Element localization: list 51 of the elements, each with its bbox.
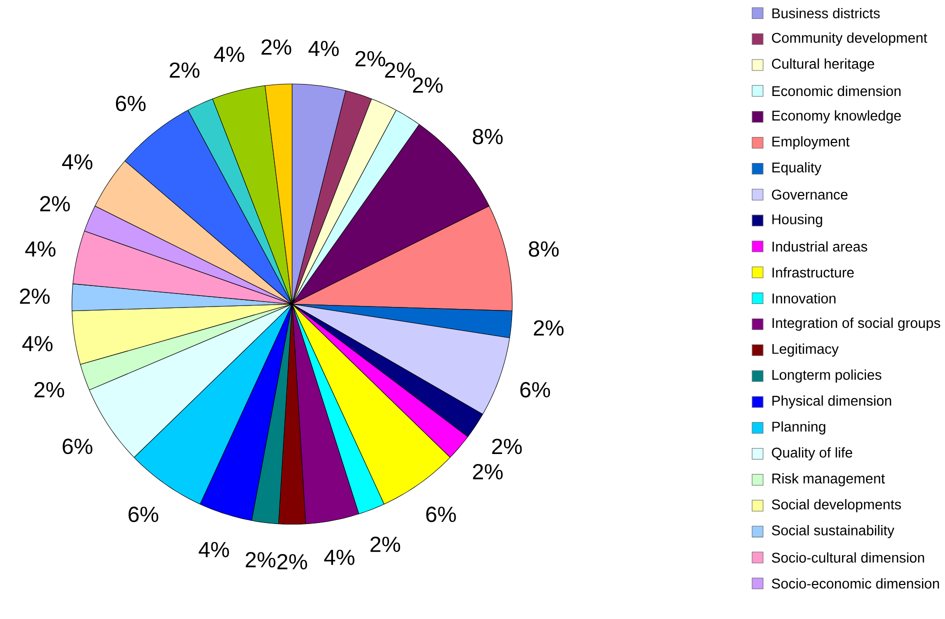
legend-label: Risk management <box>772 473 885 486</box>
data-label: 4% <box>324 550 354 565</box>
legend-label: Infrastructure <box>772 267 854 278</box>
legend-label: Longterm policies <box>772 369 882 383</box>
legend-label: Economy knowledge <box>772 110 901 124</box>
legend-label: Planning <box>772 421 826 434</box>
legend-label: Community development <box>772 32 928 46</box>
legend-label: Housing <box>772 214 822 227</box>
legend-label: Integration of social groups <box>772 318 940 331</box>
data-label: 4% <box>62 154 92 170</box>
data-label: 6% <box>116 96 146 112</box>
data-label: 8% <box>528 241 559 257</box>
data-label: 6% <box>426 506 456 522</box>
legend-label: Equality <box>772 162 822 176</box>
legend-label: Social sustainability <box>772 524 894 538</box>
data-label: 6% <box>62 438 92 454</box>
data-label: 2% <box>20 288 50 304</box>
data-label: 4% <box>22 336 53 352</box>
data-label: 2% <box>413 77 443 93</box>
legend-label: Innovation <box>772 293 836 304</box>
legend-label: Legitimacy <box>772 343 839 357</box>
data-label: 2% <box>370 536 400 552</box>
data-label: 6% <box>128 506 158 522</box>
data-label: 2% <box>34 382 64 398</box>
data-label: 2% <box>356 50 386 66</box>
data-label: 8% <box>472 128 503 144</box>
legend-label: Physical dimension <box>772 395 892 408</box>
legend-label: Socio-economic dimension <box>772 578 939 589</box>
legend-label: Cultural heritage <box>772 58 874 72</box>
data-label: 2% <box>262 39 292 55</box>
legend-label: Employment <box>772 136 850 150</box>
data-label: 2% <box>473 464 503 480</box>
legend-label: Economic dimension <box>772 86 901 96</box>
data-label: 2% <box>170 62 200 78</box>
data-label: 2% <box>277 554 308 570</box>
data-label: 6% <box>520 382 550 398</box>
legend-label: Quality of life <box>772 447 852 460</box>
legend-label: Business districts <box>772 8 880 18</box>
legend-label: Industrial areas <box>772 241 868 252</box>
legend-label: Socio-cultural dimension <box>772 552 924 563</box>
legend-label: Governance <box>772 190 848 200</box>
data-label: 2% <box>246 552 276 568</box>
data-label: 2% <box>40 196 70 212</box>
data-label: 2% <box>492 438 522 454</box>
data-label: 2% <box>385 62 415 78</box>
data-label: 4% <box>214 46 244 62</box>
legend-label: Social developments <box>772 498 901 512</box>
data-label: 4% <box>25 241 56 257</box>
data-label: 4% <box>308 40 339 56</box>
data-label: 4% <box>198 542 229 558</box>
data-label: 2% <box>534 320 564 336</box>
